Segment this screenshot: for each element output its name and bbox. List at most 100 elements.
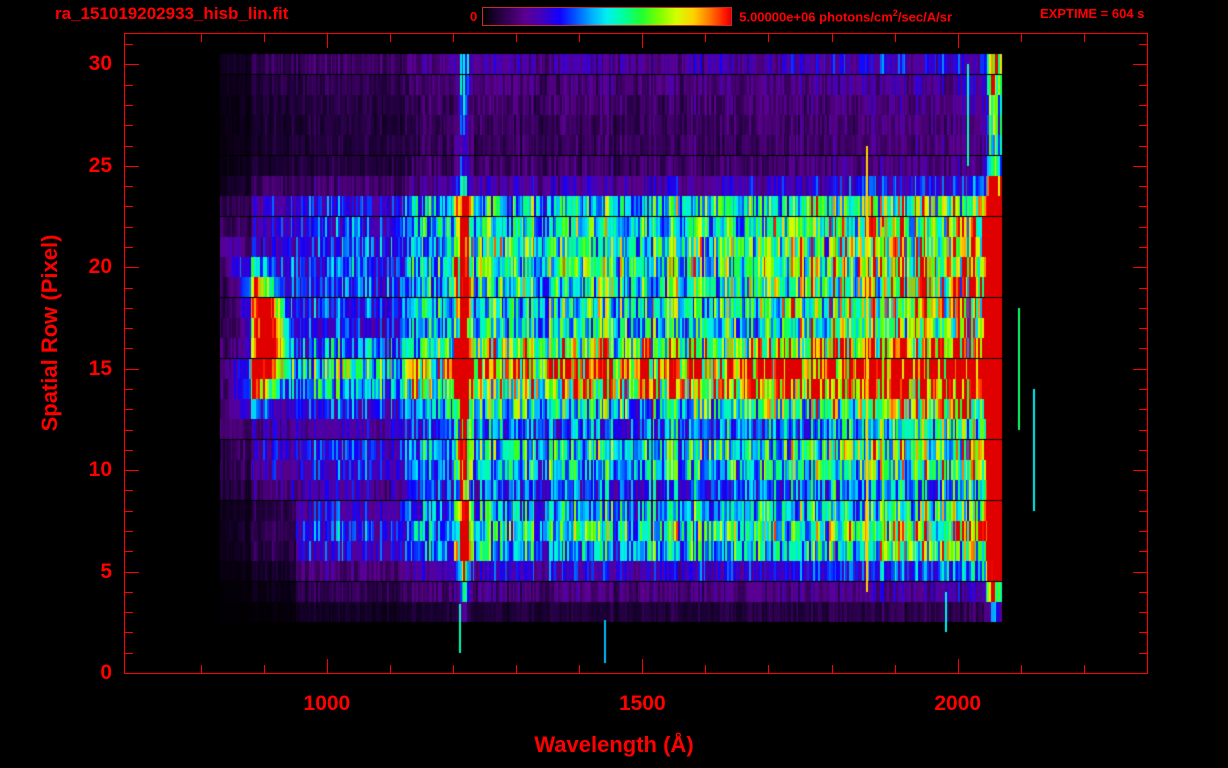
y-axis-tick — [1139, 409, 1147, 410]
y-tick-label: 30 — [88, 52, 112, 76]
x-axis-title: Wavelength (Å) — [534, 732, 694, 757]
y-axis-tick — [1139, 227, 1147, 228]
x-axis-tick — [1021, 34, 1022, 42]
x-axis-tick — [895, 665, 896, 673]
y-axis-tick — [125, 389, 133, 390]
y-axis-tick — [1133, 572, 1147, 573]
y-axis-tick — [125, 612, 133, 613]
y-axis-tick — [1133, 673, 1147, 674]
y-axis-tick — [1139, 85, 1147, 86]
y-axis-tick — [125, 105, 133, 106]
x-axis-tick — [768, 665, 769, 673]
x-axis-tick — [705, 34, 706, 42]
y-axis-tick — [1139, 430, 1147, 431]
y-axis-tick — [125, 430, 133, 431]
y-axis-tick — [125, 328, 133, 329]
y-axis-tick — [1139, 146, 1147, 147]
x-axis-tick — [1084, 665, 1085, 673]
x-axis-tick — [705, 665, 706, 673]
colorbar-max-value: 5.00000e+06 — [739, 9, 816, 25]
y-axis-tick — [125, 166, 139, 167]
y-axis-tick — [125, 551, 133, 552]
y-axis-tick — [1139, 247, 1147, 248]
x-axis-tick — [1021, 665, 1022, 673]
x-axis-tick — [201, 665, 202, 673]
y-axis-tick — [1139, 612, 1147, 613]
colorbar-units-post: /sec/A/sr — [897, 9, 953, 25]
y-axis-tick — [125, 673, 139, 674]
x-tick-label: 2000 — [934, 692, 982, 715]
y-axis-tick — [1139, 44, 1147, 45]
y-axis-tick — [1139, 328, 1147, 329]
y-tick-label: 25 — [88, 153, 112, 177]
y-axis-tick — [1139, 511, 1147, 512]
x-axis-tick — [579, 34, 580, 42]
y-axis-tick — [1139, 389, 1147, 390]
y-axis-tick — [1133, 64, 1147, 65]
exptime-label: EXPTIME = 604 s — [1040, 6, 1145, 21]
y-axis-tick — [1139, 592, 1147, 593]
x-axis-tick — [958, 659, 959, 673]
colorbar-units-pre: photons/cm — [815, 9, 893, 25]
y-tick-label: 5 — [100, 559, 112, 583]
y-axis-tick — [125, 511, 133, 512]
y-axis-tick — [125, 44, 133, 45]
y-axis-tick — [1139, 186, 1147, 187]
y-axis-tick — [125, 409, 133, 410]
x-axis-tick — [201, 34, 202, 42]
x-axis-tick — [579, 665, 580, 673]
y-axis-tick — [125, 64, 139, 65]
y-axis-tick — [125, 146, 133, 147]
y-axis-tick — [1133, 470, 1147, 471]
x-axis-tick — [832, 34, 833, 42]
x-axis-tick — [1084, 34, 1085, 42]
y-axis-tick — [1139, 653, 1147, 654]
y-axis-tick — [1139, 531, 1147, 532]
x-axis-tick — [958, 34, 959, 48]
colorbar-max-label: 5.00000e+06 photons/cm2/sec/A/sr — [739, 8, 952, 24]
y-axis-tick — [125, 632, 133, 633]
y-tick-label: 0 — [100, 661, 112, 684]
y-axis-tick — [125, 186, 133, 187]
colorbar-gradient — [482, 6, 733, 26]
y-axis-tick — [1139, 632, 1147, 633]
x-axis-tick — [453, 665, 454, 673]
y-axis-tick — [1139, 288, 1147, 289]
x-axis-tick — [327, 34, 328, 48]
y-axis-tick — [1133, 166, 1147, 167]
y-axis-tick — [125, 227, 133, 228]
y-axis-tick — [1139, 450, 1147, 451]
colorbar-min-label: 0 — [470, 8, 478, 24]
y-axis-tick — [1133, 369, 1147, 370]
y-axis-tick — [125, 450, 133, 451]
y-axis-tick — [1139, 490, 1147, 491]
y-tick-label: 10 — [88, 458, 112, 482]
x-axis-tick — [264, 665, 265, 673]
y-axis-tick — [125, 592, 133, 593]
y-axis-tick — [1139, 125, 1147, 126]
colorbar-units-exponent: 2 — [892, 7, 898, 18]
y-axis-tick — [125, 531, 133, 532]
y-tick-label: 20 — [88, 255, 112, 279]
x-axis-tick — [453, 34, 454, 42]
y-axis-tick — [125, 125, 133, 126]
y-axis-tick — [125, 572, 139, 573]
plot-frame — [124, 33, 1148, 674]
x-axis-tick — [642, 34, 643, 48]
y-axis-tick — [125, 267, 139, 268]
x-axis-tick — [390, 34, 391, 42]
x-axis-tick — [516, 34, 517, 42]
x-axis-tick — [768, 34, 769, 42]
x-axis-tick — [642, 659, 643, 673]
y-axis-tick — [125, 653, 133, 654]
y-axis-title: Spatial Row (Pixel) — [37, 234, 62, 432]
spectrogram-image — [125, 34, 1147, 673]
y-tick-label: 15 — [88, 356, 112, 380]
x-axis-tick — [390, 665, 391, 673]
x-axis-tick — [832, 665, 833, 673]
page-title: ra_151019202933_hisb_lin.fit — [55, 4, 289, 23]
y-axis-tick — [1139, 105, 1147, 106]
y-axis-tick — [1139, 348, 1147, 349]
y-axis-tick — [1139, 206, 1147, 207]
y-axis-tick — [1139, 551, 1147, 552]
